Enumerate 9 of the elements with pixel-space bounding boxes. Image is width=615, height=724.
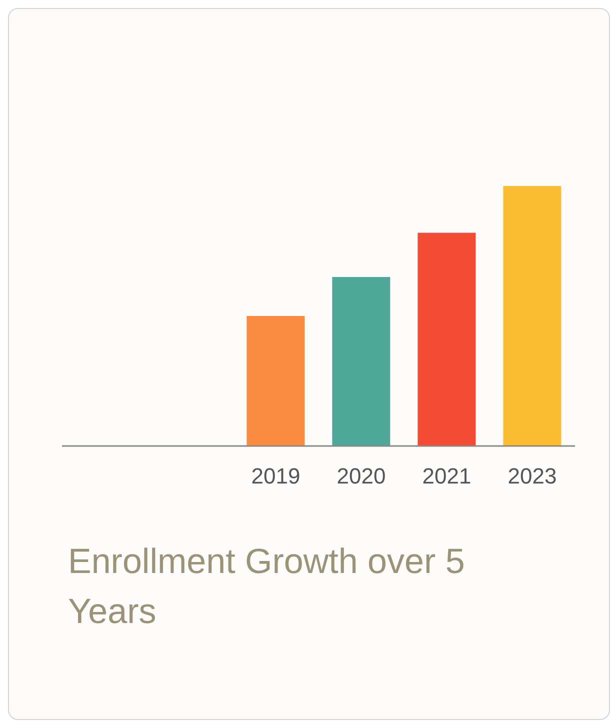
bar (503, 186, 562, 446)
x-tick-label: 2019 (251, 464, 300, 489)
x-tick-label: 2021 (422, 464, 472, 489)
text: Enrollment Growth over 5 Years (68, 541, 466, 633)
bar (332, 277, 390, 446)
bar (246, 316, 305, 446)
x-tick-label: 2023 (508, 464, 557, 489)
x-tick-label: 2020 (336, 464, 386, 489)
bar (418, 232, 476, 446)
